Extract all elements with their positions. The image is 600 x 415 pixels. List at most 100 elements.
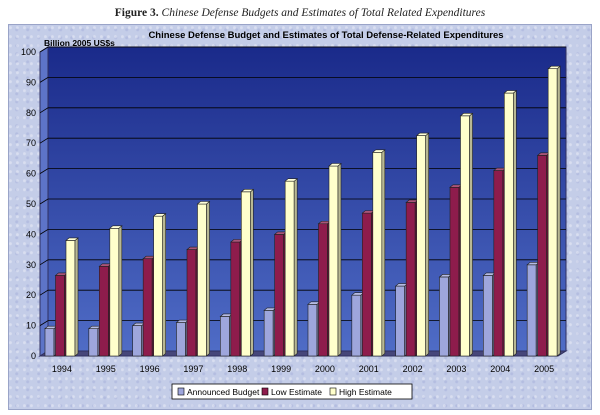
gridline [39, 77, 566, 83]
x-tick-label: 2003 [446, 364, 466, 374]
bar-front [284, 180, 295, 357]
bar-front [220, 316, 230, 357]
bar-side [469, 112, 473, 357]
bar [196, 200, 211, 357]
bar-top [415, 132, 430, 136]
bars [44, 65, 561, 357]
bar [230, 238, 244, 357]
legend-label: High Estimate [339, 387, 392, 397]
bar-front [483, 275, 493, 357]
bar-top [459, 113, 474, 117]
bar-front [395, 285, 405, 357]
figure-caption-text: Chinese Defense Budgets and Estimates of… [161, 7, 486, 19]
bar-front [405, 202, 416, 357]
bar-front [362, 212, 372, 357]
bar [175, 319, 190, 357]
x-tick-label: 1996 [140, 364, 160, 374]
bar-front [307, 304, 318, 357]
y-tick-label: 20 [26, 290, 36, 300]
bar-front [99, 266, 109, 357]
gridline [39, 107, 566, 114]
gridline [39, 289, 566, 296]
figure-caption: Figure 3. Chinese Defense Budgets and Es… [0, 7, 600, 19]
bar-front [88, 328, 99, 357]
gridlines [39, 46, 566, 326]
x-tick-label: 2001 [359, 364, 379, 374]
x-tick-label: 1995 [96, 364, 116, 374]
x-tick-label: 2000 [315, 364, 335, 374]
legend-item: Low Estimate [261, 387, 322, 397]
legend-box [171, 383, 413, 400]
bar-front [493, 170, 504, 357]
y-tick-label: 70 [26, 138, 36, 148]
y-tick-label: 50 [26, 199, 36, 209]
x-tick-label: 1998 [227, 364, 247, 374]
bar [152, 213, 167, 357]
bar-front [504, 92, 514, 357]
bar-front [65, 240, 76, 357]
x-tick-label: 1999 [271, 364, 291, 374]
bar [372, 149, 386, 357]
bar-side [513, 89, 517, 357]
gridline [39, 228, 566, 235]
bar-front [416, 135, 426, 357]
y-axis-label: Billion 2005 US$s [44, 38, 115, 48]
bar-front [318, 223, 328, 357]
bar-front [439, 276, 449, 357]
bar-top [240, 189, 255, 193]
bar-front [186, 249, 197, 357]
y-tick-label: 100 [21, 47, 36, 57]
chart-title: Chinese Defense Budget and Estimates of … [148, 30, 503, 41]
bar [240, 188, 255, 357]
bar-top [284, 178, 298, 182]
y-tick-label: 90 [26, 77, 36, 87]
bar-front [526, 264, 537, 357]
legend-swatch [177, 387, 185, 396]
legend-label: Announced Budget [187, 387, 260, 397]
bar-front [328, 165, 339, 357]
bar-front [176, 322, 186, 357]
bar-side [425, 132, 429, 357]
x-tick-label: 2004 [490, 364, 510, 374]
x-tick-label: 1994 [52, 364, 72, 374]
bar-front [274, 234, 284, 357]
bar [131, 322, 146, 357]
bar-side [162, 213, 166, 357]
bar-top [152, 213, 167, 217]
bar-front [460, 115, 470, 357]
legend-label: Low Estimate [271, 387, 322, 397]
bar [142, 255, 156, 357]
bar-front [197, 203, 207, 357]
bar-top [65, 237, 79, 241]
bar-top [109, 225, 123, 229]
bar [284, 178, 298, 357]
bar-side [250, 188, 254, 357]
bar [547, 65, 561, 357]
bar-side [337, 162, 342, 357]
gridline [39, 198, 566, 205]
bar [54, 272, 69, 357]
bar-side [293, 178, 298, 357]
x-tick-label: 2002 [403, 364, 423, 374]
bar-front [132, 325, 142, 357]
bar-front [537, 155, 547, 357]
bar-front [547, 68, 558, 357]
bar-front [142, 258, 153, 357]
bar-front [109, 228, 120, 357]
bar [459, 112, 474, 357]
bar-front [372, 152, 383, 357]
bar-side [118, 225, 123, 357]
y-tick-label: 30 [26, 260, 36, 270]
bar [328, 162, 342, 357]
bar-front [55, 275, 65, 357]
bar-top [328, 163, 342, 167]
bar-front [263, 310, 274, 357]
bar [415, 132, 430, 357]
gridline [39, 137, 566, 144]
gridline [39, 320, 566, 326]
legend-swatch [329, 387, 337, 396]
bar-top [547, 65, 561, 70]
bar [503, 89, 518, 357]
gridline [39, 259, 566, 266]
